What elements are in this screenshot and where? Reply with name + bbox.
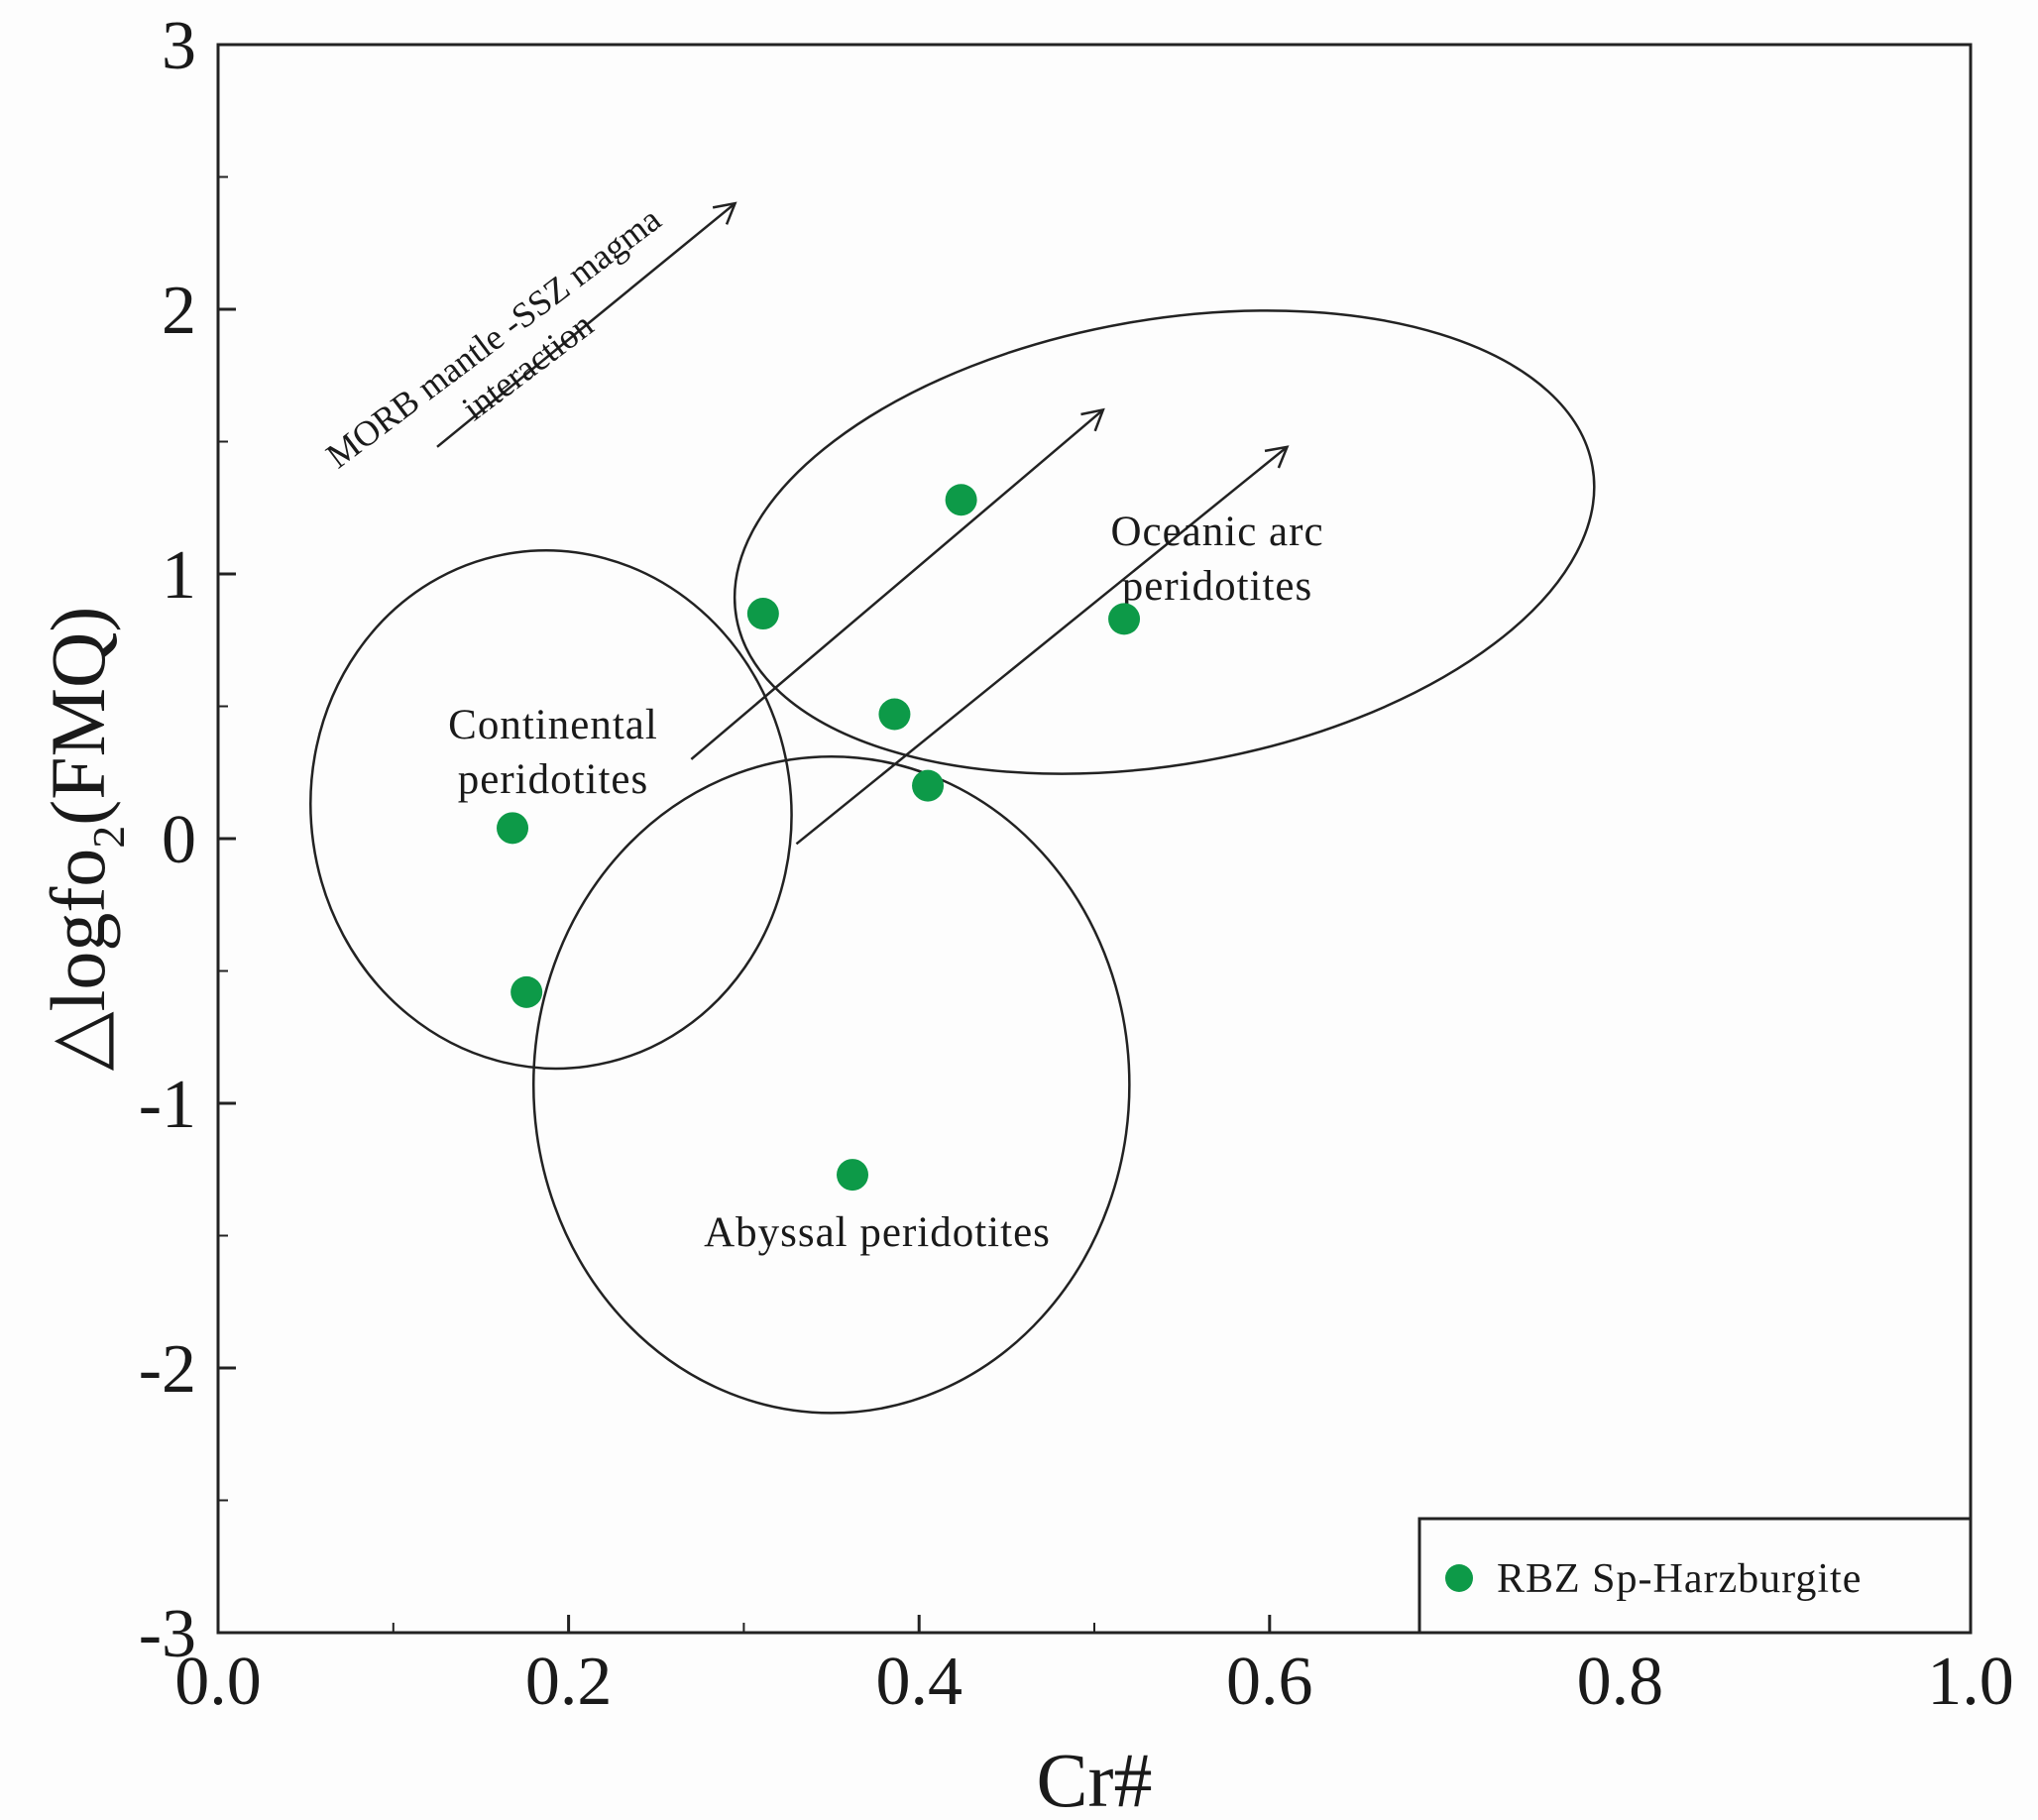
y-tick-label: 2 xyxy=(162,273,196,349)
data-point xyxy=(497,812,529,845)
y-axis-title: △logfo2(FMQ) xyxy=(35,607,134,1072)
label-oceanic-arc-line-2: peridotites xyxy=(1122,563,1313,610)
trend-arrow-1 xyxy=(436,201,737,448)
data-points xyxy=(497,484,1141,1192)
y-axis-title-subscript: 2 xyxy=(83,826,134,849)
y-axis-title-suffix: (FMQ) xyxy=(35,607,121,826)
y-tick-label: -1 xyxy=(139,1067,196,1143)
data-point xyxy=(510,975,543,1008)
legend: RBZ Sp-Harzburgite xyxy=(1417,1517,1973,1635)
x-tick-label: 0.6 xyxy=(1226,1644,1313,1720)
x-tick-label: 0.2 xyxy=(525,1644,613,1720)
y-tick-label: -2 xyxy=(139,1331,196,1408)
y-tick-label: -3 xyxy=(139,1596,196,1672)
x-tick-label: 0.0 xyxy=(174,1644,262,1720)
trend-arrow-2 xyxy=(690,407,1105,760)
x-tick-label: 1.0 xyxy=(1927,1644,2014,1720)
data-point xyxy=(1108,603,1141,635)
trend-arrows xyxy=(436,201,1290,846)
x-tick-label: 0.4 xyxy=(875,1644,962,1720)
y-axis-title-main: △logfo xyxy=(35,849,121,1072)
plot-frame xyxy=(216,43,1973,1635)
field-ellipse-2 xyxy=(733,309,1596,775)
y-tick-labels: -3 -2 -1 0 1 2 3 xyxy=(139,8,196,1672)
label-continental-line-1: Continental xyxy=(448,702,658,748)
trend-arrow-3 xyxy=(795,445,1290,846)
data-point xyxy=(878,698,911,731)
field-ellipse-1 xyxy=(309,549,793,1071)
legend-marker xyxy=(1445,1564,1473,1592)
data-point xyxy=(945,484,977,516)
label-continental-line-2: peridotites xyxy=(458,756,649,803)
legend-label: RBZ Sp-Harzburgite xyxy=(1497,1556,1862,1602)
x-tick-label: 0.8 xyxy=(1577,1644,1664,1720)
legend-box xyxy=(1417,1517,1973,1635)
x-tick-labels: 0.0 0.2 0.4 0.6 0.8 1.0 xyxy=(174,1644,2014,1720)
field-ellipses xyxy=(309,309,1596,1415)
data-point xyxy=(837,1159,869,1192)
data-point xyxy=(746,598,779,630)
y-tick-label: 3 xyxy=(162,8,196,84)
label-abyssal: Abyssal peridotites xyxy=(704,1209,1051,1256)
label-oceanic-arc-line-1: Oceanic arc xyxy=(1110,509,1323,555)
field-ellipse-3 xyxy=(531,754,1131,1415)
x-axis-title: Cr# xyxy=(1037,1737,1153,1820)
data-point xyxy=(912,769,945,802)
y-tick-label: 1 xyxy=(162,537,196,614)
y-tick-label: 0 xyxy=(162,802,196,878)
